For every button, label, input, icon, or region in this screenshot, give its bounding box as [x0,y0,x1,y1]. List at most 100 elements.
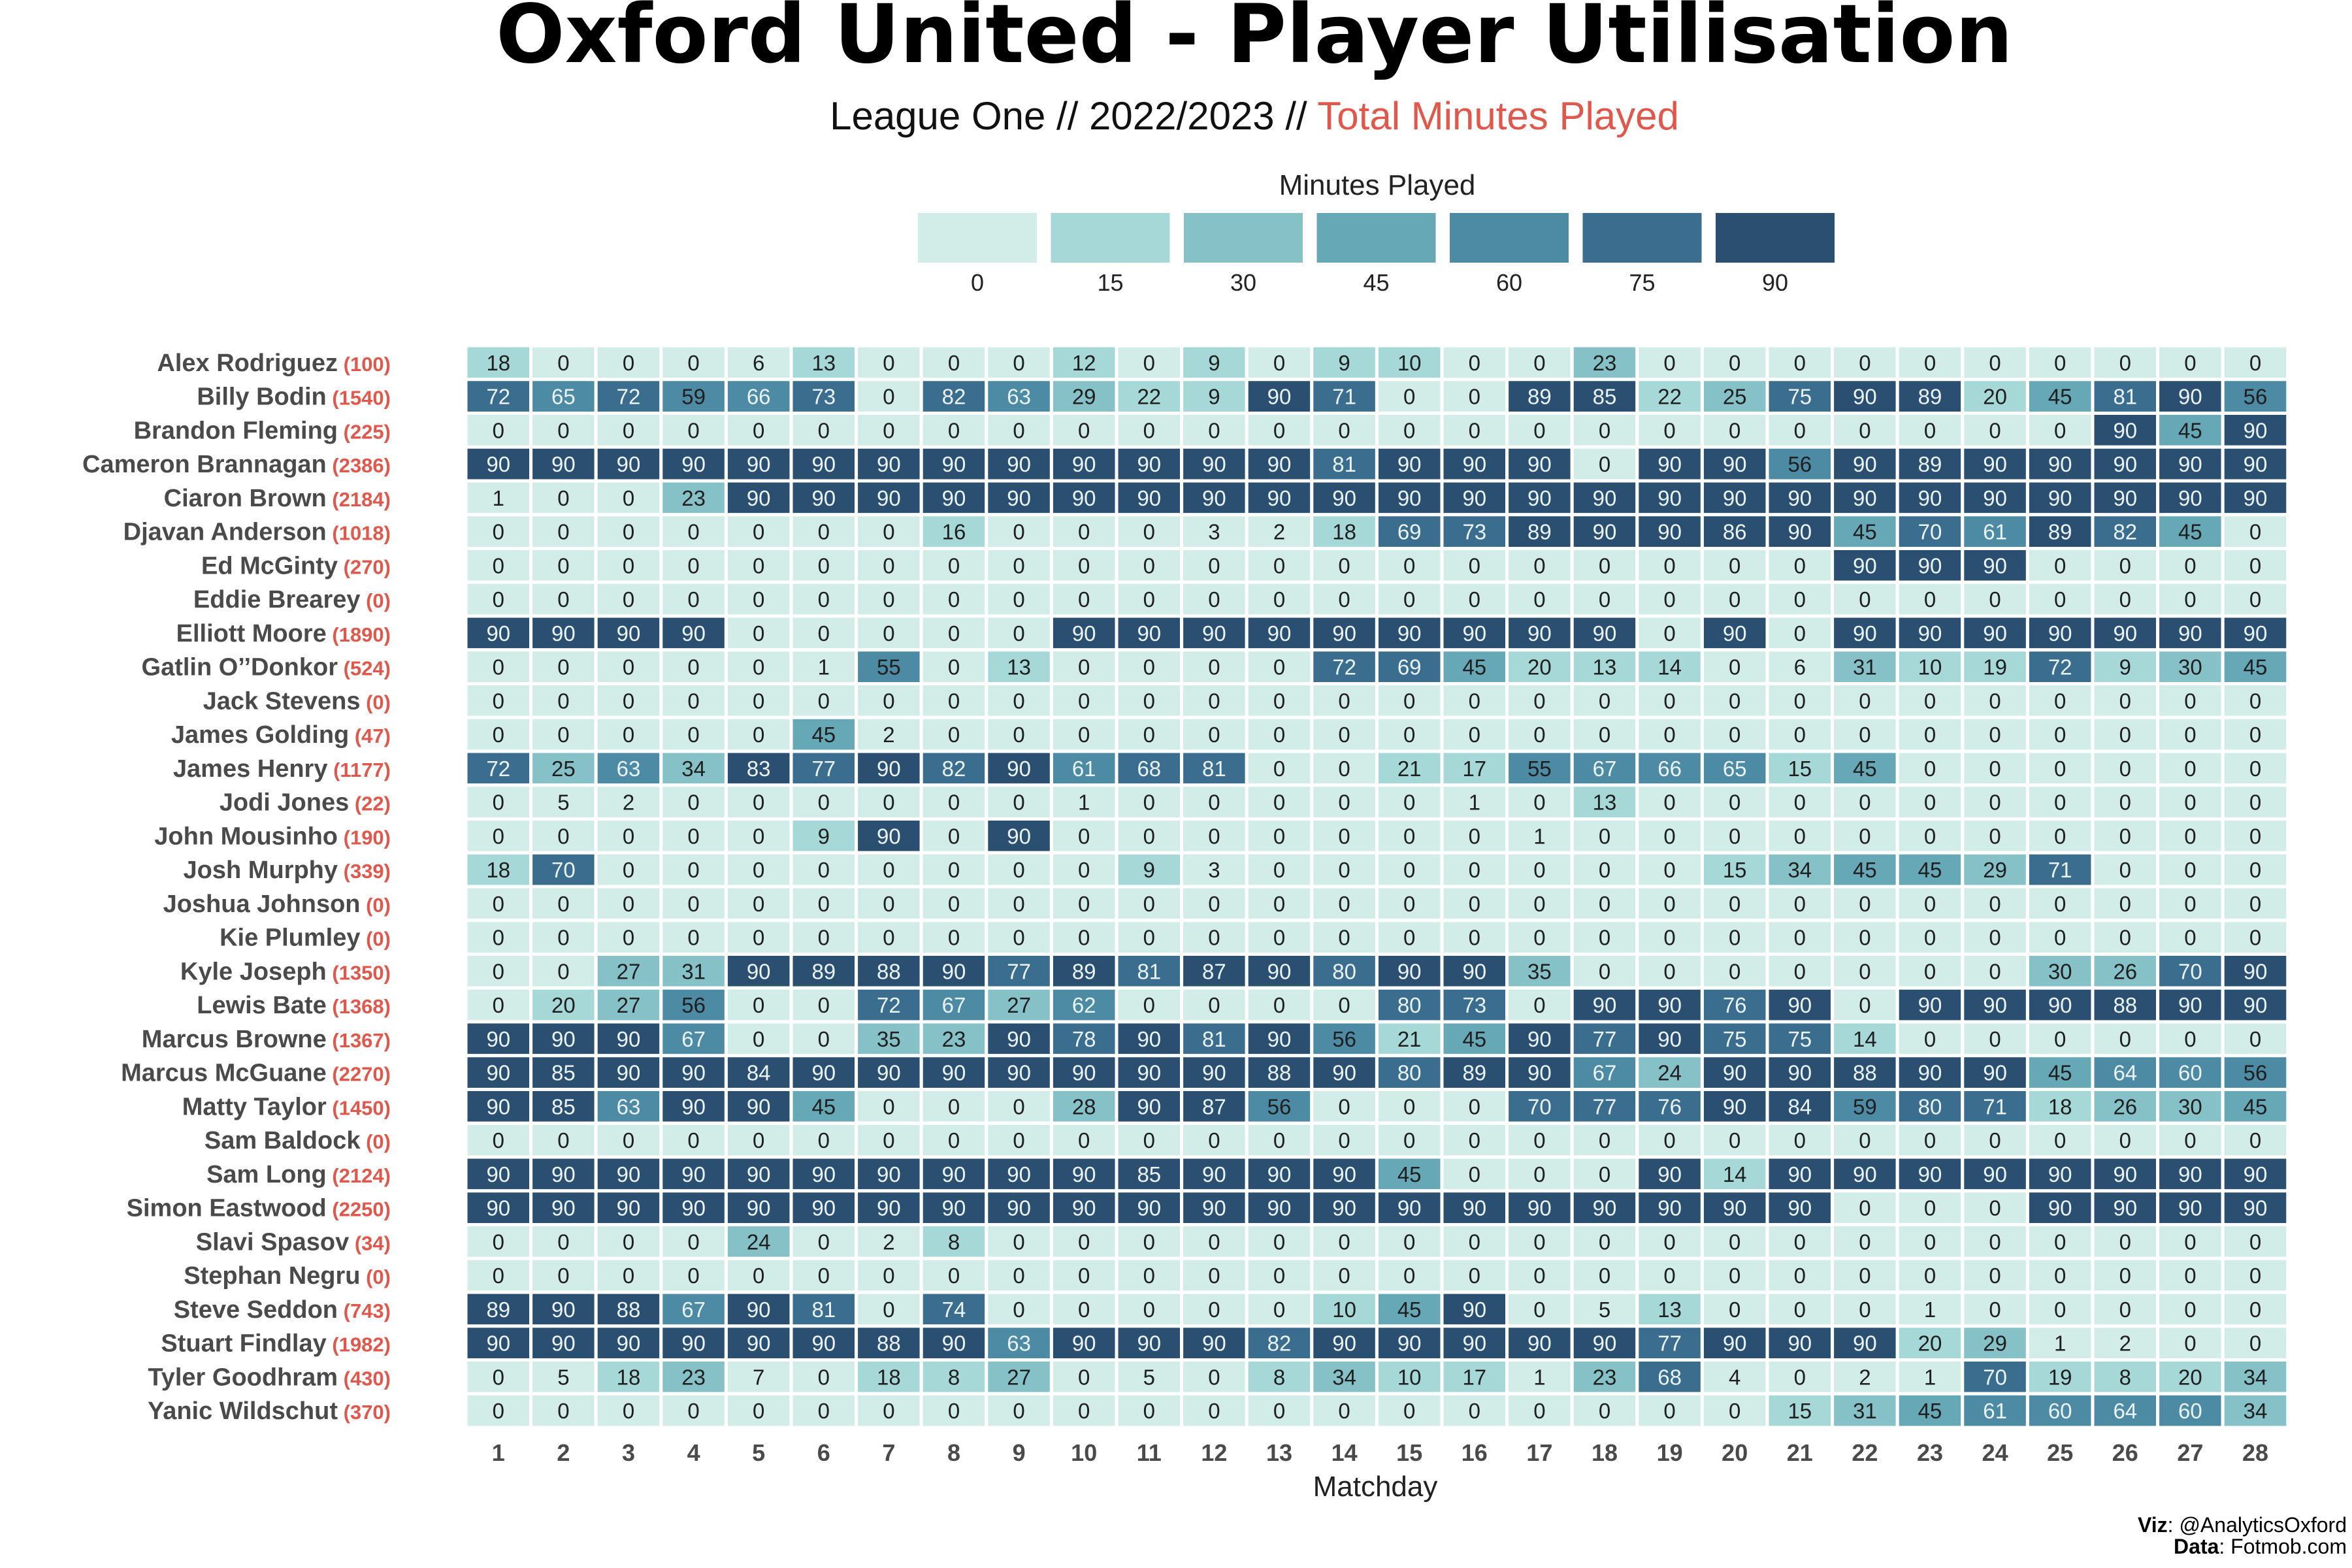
cell-value: 15 [1788,1399,1812,1423]
heatmap-cell [855,1324,923,1362]
cell-value: 89 [811,959,836,983]
player-label: Jack Stevens (0) [203,687,391,715]
cell-value: 90 [1658,1162,1682,1186]
cell-value: 0 [1469,858,1480,882]
cell-value: 19 [1983,655,2007,679]
legend-level-label: 15 [1097,269,1123,296]
legend-level-label: 60 [1496,269,1522,296]
cell-value: 0 [1989,1298,2001,1322]
player-label: Lewis Bate (1368) [197,992,391,1019]
heatmap-cell [1700,953,1769,990]
heatmap-cell [1635,1256,1704,1294]
heatmap-cell [985,749,1053,787]
cell-value: 0 [1663,1230,1675,1254]
cell-value: 0 [818,587,830,612]
heatmap-cell [2091,817,2160,855]
cell-value: 90 [1983,486,2007,510]
cell-value: 70 [1918,520,1942,544]
cell-value: 0 [2054,791,2066,815]
cell-value: 0 [2119,723,2131,747]
cell-value: 0 [557,351,569,375]
cell-value: 90 [1593,486,1617,510]
heatmap-cell [1375,1392,1444,1429]
cell-value: 0 [493,1230,504,1254]
cell-value: 31 [1853,655,1877,679]
cell-value: 0 [948,351,960,375]
cell-value: 0 [753,689,764,713]
cell-value: 90 [681,1094,706,1119]
player-label: Billy Bodin (1540) [197,384,391,411]
cell-value: 89 [1918,385,1942,409]
heatmap-cell [659,919,728,956]
heatmap-cell [1115,1155,1184,1193]
heatmap-cell [1245,1088,1314,1125]
player-name: Josh Murphy [184,857,338,884]
cell-value: 1 [2054,1331,2066,1356]
cell-value: 0 [1403,858,1415,882]
cell-value: 0 [1859,1128,1870,1152]
cell-value: 0 [948,553,960,578]
cell-value: 0 [1338,1264,1350,1288]
cell-value: 90 [877,824,901,848]
cell-value: 29 [1072,385,1096,409]
x-tick-label: 2 [557,1439,570,1466]
heatmap-cell [2025,1290,2095,1328]
cell-value: 90 [2178,1162,2202,1186]
cell-value: 0 [1143,351,1155,375]
cell-value: 90 [2244,418,2268,442]
cell-value: 90 [1332,1196,1356,1220]
subtitle-main: League One // 2022/2023 // [830,94,1317,138]
heatmap-cell [1570,378,1639,415]
cell-value: 9 [2119,655,2131,679]
cell-value: 0 [1859,993,1870,1017]
heatmap-cell [529,1155,598,1193]
cell-value: 0 [1208,1128,1220,1152]
player-label: Tyler Goodhram (430) [148,1364,391,1391]
cell-value: 0 [1403,1264,1415,1288]
heatmap-cell [919,378,988,415]
cell-value: 0 [623,824,634,848]
cell-value: 0 [687,1230,699,1254]
cell-value: 0 [1143,926,1155,950]
cell-value: 90 [1527,1027,1552,1051]
heatmap-cell [1895,412,1965,449]
cell-value: 0 [1924,791,1936,815]
cell-value: 9 [1338,351,1350,375]
cell-value: 0 [1859,1196,1870,1220]
cell-value: 0 [2054,1298,2066,1322]
cell-value: 0 [1208,993,1220,1017]
cell-value: 0 [1989,1196,2001,1220]
cell-value: 90 [1853,553,1877,578]
player-name: Stephan Negru [184,1262,360,1290]
cell-value: 59 [1853,1094,1877,1119]
cell-value: 0 [1208,1264,1220,1288]
heatmap-cell [2221,1088,2290,1125]
heatmap-cell [1895,1324,1965,1362]
cell-value: 0 [1143,723,1155,747]
player-label: Elliott Moore (1890) [176,620,391,647]
cell-value: 0 [1469,892,1480,916]
cell-value: 90 [1658,520,1682,544]
cell-value: 0 [818,553,830,578]
heatmap-cell [1700,1020,1769,1058]
cell-value: 0 [948,791,960,815]
heatmap-cell [1310,783,1379,821]
cell-value: 90 [1462,486,1486,510]
cell-value: 90 [2178,621,2202,645]
cell-value: 0 [2249,858,2261,882]
cell-value: 90 [551,1298,576,1322]
player-label: Kie Plumley (0) [220,924,391,952]
heatmap-cell [2156,1392,2225,1429]
cell-value: 90 [1202,1196,1226,1220]
heatmap-cell [1375,953,1444,990]
cell-value: 90 [811,1061,836,1085]
cell-value: 0 [2249,553,2261,578]
cell-value: 0 [883,1264,894,1288]
cell-value: 71 [1983,1094,2007,1119]
cell-value: 67 [681,1298,706,1322]
cell-value: 0 [753,993,764,1017]
x-tick-label: 20 [1722,1439,1748,1466]
heatmap-cell [2091,1358,2160,1396]
heatmap-cell [789,986,858,1024]
player-label: Eddie Brearey (0) [193,586,391,613]
